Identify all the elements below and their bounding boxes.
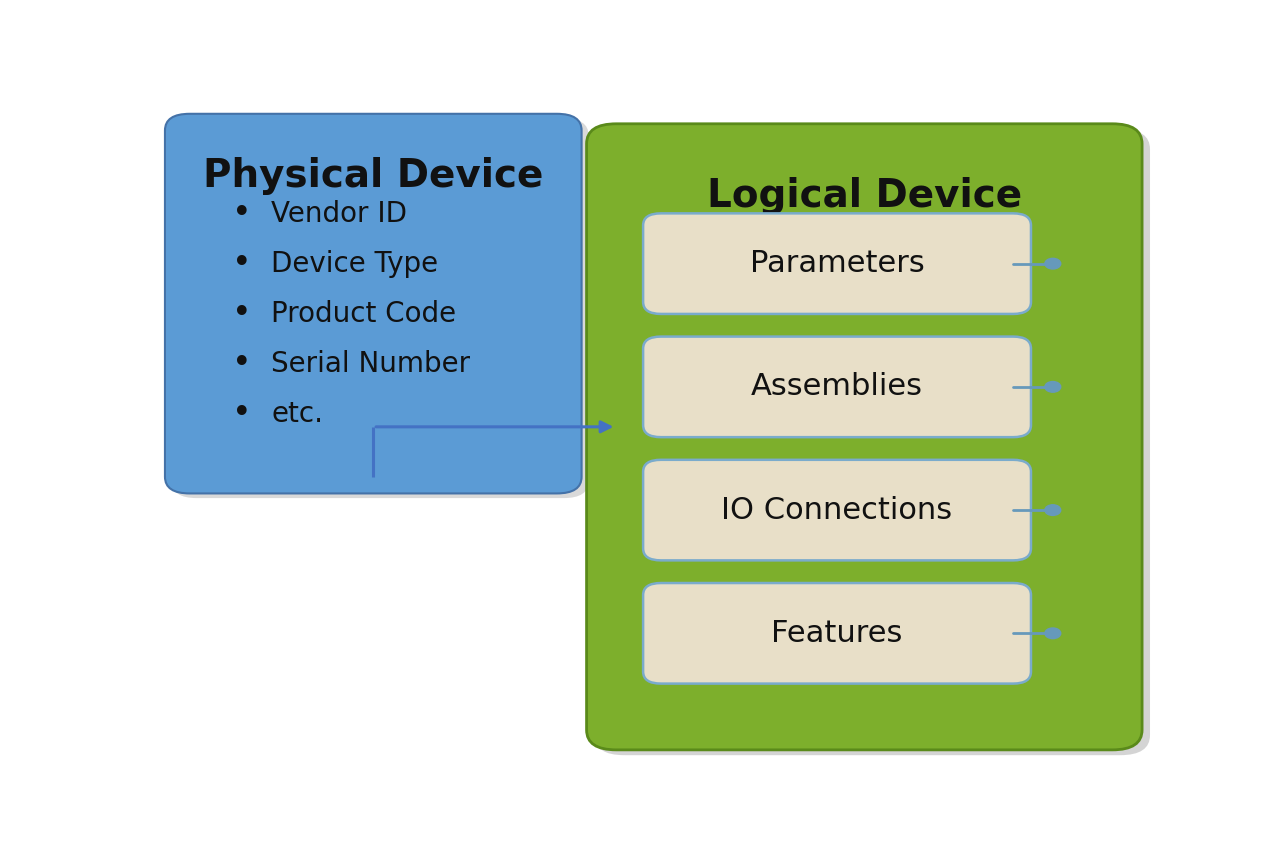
FancyBboxPatch shape <box>586 124 1142 750</box>
FancyBboxPatch shape <box>165 114 581 493</box>
Circle shape <box>1044 381 1061 392</box>
FancyBboxPatch shape <box>648 340 1036 440</box>
Text: IO Connections: IO Connections <box>722 496 952 524</box>
FancyBboxPatch shape <box>648 586 1036 687</box>
Text: •: • <box>232 347 251 380</box>
FancyBboxPatch shape <box>643 460 1030 561</box>
Text: Serial Number: Serial Number <box>271 349 470 377</box>
Circle shape <box>1044 505 1061 516</box>
Text: •: • <box>232 397 251 430</box>
FancyBboxPatch shape <box>594 129 1149 755</box>
Text: Physical Device: Physical Device <box>204 157 544 195</box>
Text: Parameters: Parameters <box>750 249 924 279</box>
Text: •: • <box>232 297 251 330</box>
FancyBboxPatch shape <box>643 214 1030 314</box>
Text: Logical Device: Logical Device <box>707 177 1021 215</box>
Text: Product Code: Product Code <box>271 299 456 328</box>
Text: Device Type: Device Type <box>271 250 438 278</box>
Text: •: • <box>232 197 251 230</box>
Circle shape <box>1044 628 1061 638</box>
Circle shape <box>1044 259 1061 269</box>
Text: etc.: etc. <box>271 400 323 427</box>
Text: Assemblies: Assemblies <box>751 372 923 401</box>
FancyBboxPatch shape <box>643 336 1030 437</box>
Text: •: • <box>232 247 251 280</box>
FancyBboxPatch shape <box>643 583 1030 683</box>
FancyBboxPatch shape <box>648 217 1036 317</box>
FancyBboxPatch shape <box>172 119 589 498</box>
Text: Features: Features <box>772 618 902 648</box>
FancyBboxPatch shape <box>648 463 1036 564</box>
Text: Vendor ID: Vendor ID <box>271 200 407 227</box>
